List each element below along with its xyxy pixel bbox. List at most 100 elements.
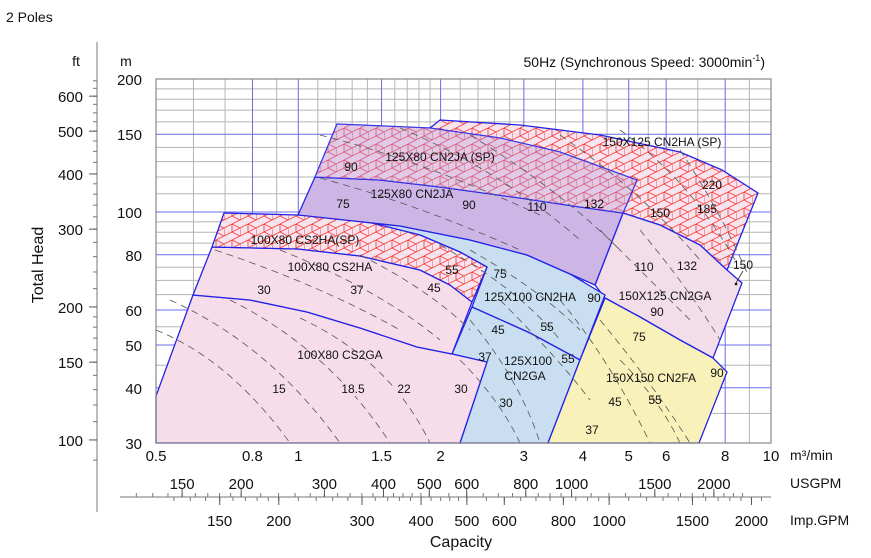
title-superscript: -1 [752, 53, 760, 63]
model-label: 125X100 [504, 354, 552, 368]
x-tick: 3 [520, 448, 528, 465]
power-curve [279, 249, 441, 341]
motor-kw-label: 15 [272, 382, 286, 396]
impgpm-tick-label: 150 [207, 513, 232, 530]
motor-kw-label: 132 [584, 197, 604, 211]
motor-kw-label: 45 [427, 281, 441, 295]
y-tick-ft: 100 [58, 433, 83, 450]
x-tick: 8 [721, 448, 729, 465]
region-150x150-cn2fa [547, 297, 728, 444]
motor-kw-label: 45 [608, 395, 622, 409]
motor-kw-label: 132 [677, 259, 697, 273]
usgpm-tick-label: 300 [312, 476, 337, 493]
label-bg [344, 383, 362, 396]
model-label: 100X80 CS2HA(SP) [251, 233, 360, 247]
y-tick-ft: 150 [58, 355, 83, 372]
power-curve [469, 319, 541, 444]
power-curve [469, 249, 581, 331]
axes: 2001501008060504030600500400300200150100… [58, 42, 779, 530]
m-unit-label: m [120, 53, 132, 69]
y-tick-ft: 400 [58, 167, 83, 184]
usgpm-tick-label: 2000 [697, 476, 730, 493]
y-tick-ft: 600 [58, 89, 83, 106]
power-curve [639, 229, 721, 341]
y-tick-m: 60 [125, 303, 142, 320]
model-label: 125X100 CN2HA [484, 290, 576, 304]
motor-kw-label: 90 [710, 366, 724, 380]
motor-kw-label: 37 [585, 423, 599, 437]
y-tick-m: 80 [125, 248, 142, 265]
power-curve [619, 129, 736, 261]
model-label: CN2GA [504, 369, 545, 383]
usgpm-tick-label: 200 [229, 476, 254, 493]
region-labels: 100X80 CS2HA(SP) 100X80 CS2HA 100X80 CS2GA… [251, 135, 754, 437]
motor-kw-label: 110 [527, 200, 546, 214]
impgpm-tick-label: 600 [492, 513, 517, 530]
power-curves [155, 127, 749, 444]
power-curve [469, 134, 621, 251]
power-curve [599, 229, 691, 321]
power-curve [459, 359, 521, 444]
usgpm-tick-label: 1000 [555, 476, 588, 493]
power-curve [679, 149, 749, 276]
motor-kw-label: 75 [632, 330, 646, 344]
power-curve [499, 299, 591, 401]
region-tint [315, 124, 637, 213]
motor-kw-label: 30 [257, 283, 271, 297]
motor-kw-label: 55 [648, 393, 662, 407]
motor-kw-label: 55 [561, 352, 575, 366]
title-close: ) [760, 54, 765, 70]
power-curve [439, 244, 561, 341]
motor-kw-label: 75 [493, 267, 507, 281]
x-tick: 6 [662, 448, 670, 465]
y-tick-m: 100 [117, 205, 142, 222]
y-tick-m: 40 [125, 381, 142, 398]
x-tick: 0.5 [146, 448, 167, 465]
power-curve [359, 254, 471, 331]
motor-kw-label: 110 [634, 260, 653, 274]
x-axis-title: Capacity [430, 534, 492, 551]
usgpm-unit-label: USGPM [790, 475, 841, 491]
regions [155, 119, 759, 444]
motor-kw-label: 22 [397, 382, 411, 396]
model-label: 150X125 CN2GA [619, 289, 712, 303]
motor-kw-label: 90 [650, 305, 664, 319]
x-tick: 2 [436, 448, 444, 465]
x-tick: 1.5 [371, 448, 392, 465]
plot-frame [155, 78, 772, 444]
impgpm-unit-label: Imp.GPM [790, 512, 849, 528]
model-label: 100X80 CS2HA [288, 260, 373, 274]
usgpm-tick-label: 800 [513, 476, 538, 493]
impgpm-tick-label: 2000 [735, 513, 768, 530]
motor-kw-label: 30 [454, 382, 468, 396]
model-label: 150X150 CN2FA [606, 371, 696, 385]
motor-kw-label: 90 [587, 291, 601, 305]
y-tick-m: 200 [117, 72, 142, 89]
chart-title: 50Hz (Synchronous Speed: 3000min-1) [524, 53, 766, 70]
motor-kw-label: 18.5 [341, 382, 365, 396]
power-curve [599, 319, 691, 444]
motor-kw-label: 220 [702, 178, 722, 192]
ft-unit-label: ft [72, 53, 80, 69]
power-curve [169, 299, 341, 444]
impgpm-tick-label: 1500 [676, 513, 709, 530]
model-label: 125X80 CN2JA [371, 187, 454, 201]
region-125x80-cn2ja-sp- [314, 123, 638, 214]
power-curve [619, 359, 681, 444]
motor-kw-label: 150 [733, 258, 753, 272]
usgpm-tick-label: 1500 [638, 476, 671, 493]
label-bg [270, 383, 288, 396]
y-tick-m: 30 [125, 436, 142, 453]
usgpm-tick-label: 500 [417, 476, 442, 493]
motor-kw-label: 37 [478, 350, 492, 364]
label-bg [452, 383, 470, 396]
y-tick-m: 50 [125, 338, 142, 355]
x-tick: 5 [625, 448, 633, 465]
x-tick: 4 [579, 448, 587, 465]
impgpm-tick-label: 300 [349, 513, 374, 530]
impgpm-tick-label: 800 [551, 513, 576, 530]
label-bg [395, 383, 413, 396]
x-tick: 10 [763, 448, 780, 465]
motor-kw-label: 75 [336, 197, 350, 211]
